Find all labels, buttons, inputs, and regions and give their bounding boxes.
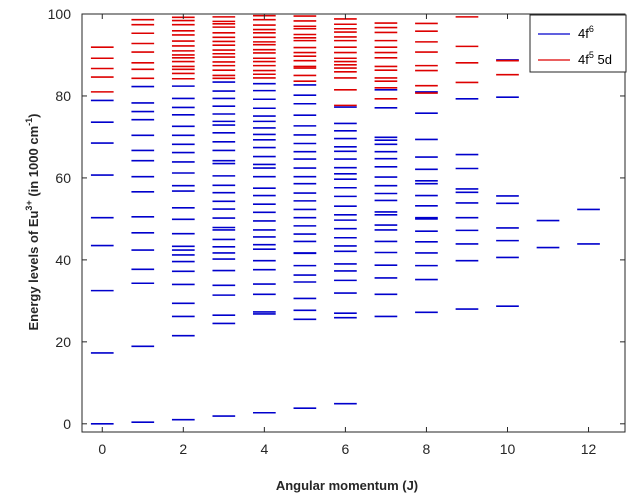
- x-axis-ticks: 0 2 4 6 8 10 12: [98, 14, 597, 457]
- y-tick-label: 80: [55, 88, 71, 104]
- y-axis-title: Energy levels of Eu3+ (in 1000 cm-1): [24, 114, 41, 331]
- legend-4f6-base: 4f: [578, 26, 589, 41]
- legend-4f6-sup: 6: [589, 24, 594, 34]
- y-axis-title-sup1: 3+: [24, 200, 34, 210]
- x-tick-label: 6: [341, 441, 349, 457]
- x-tick-label: 8: [423, 441, 431, 457]
- y-tick-label: 0: [63, 416, 71, 432]
- x-tick-label: 12: [581, 441, 597, 457]
- y-axis-title-sup2: -1: [24, 118, 34, 126]
- y-axis-title-suffix: ): [26, 114, 41, 118]
- legend-label-4f6: 4f6: [578, 24, 594, 41]
- y-axis-title-middle: (in 1000 cm: [26, 126, 41, 200]
- x-tick-label: 10: [500, 441, 516, 457]
- y-tick-label: 40: [55, 252, 71, 268]
- legend-box: [529, 14, 627, 73]
- x-axis-title: Angular momentum (J): [276, 478, 418, 493]
- legend-4f55d-sup: 5: [589, 50, 594, 60]
- y-tick-label: 60: [55, 170, 71, 186]
- y-axis-ticks: 0 20 40 60 80 100: [48, 6, 625, 432]
- y-axis-title-prefix: Energy levels of Eu: [26, 211, 41, 331]
- plot-frame: [81, 13, 626, 433]
- legend-4f55d-base: 4f: [578, 52, 589, 67]
- x-tick-label: 0: [98, 441, 106, 457]
- data-marks: [90, 14, 600, 425]
- y-tick-label: 20: [55, 334, 71, 350]
- legend-4f55d-tail: 5d: [594, 52, 612, 67]
- y-tick-label: 100: [48, 6, 72, 22]
- x-tick-label: 4: [260, 441, 268, 457]
- legend-label-4f55d: 4f5 5d: [578, 50, 612, 67]
- x-tick-label: 2: [179, 441, 187, 457]
- legend: 4f6 4f5 5d: [529, 14, 627, 73]
